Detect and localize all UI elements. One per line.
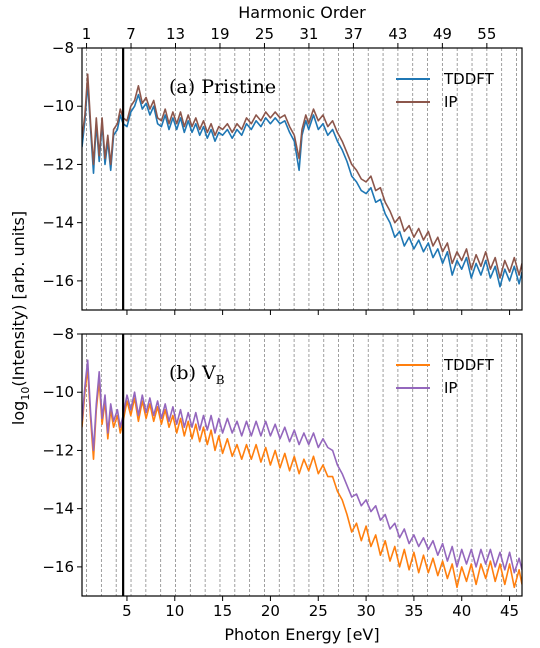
legend-label: TDDFT xyxy=(443,356,495,374)
panel-frame xyxy=(81,333,523,597)
series-line-tddft xyxy=(82,82,522,288)
series-line-tddft xyxy=(82,368,522,589)
top-tick-label: 25 xyxy=(255,25,274,43)
panel-frame xyxy=(81,47,523,311)
y-tick-label: −8 xyxy=(52,325,74,343)
panel-label: (a) Pristine xyxy=(169,76,276,98)
x-tick-label: 30 xyxy=(357,602,376,620)
series-line-ip xyxy=(82,359,522,574)
x-tick-label: 35 xyxy=(404,602,423,620)
bottom-axis-ticks: 5 10 15 20 25 30 35 40 45 xyxy=(122,602,519,620)
panel-label-sub: B xyxy=(216,373,225,387)
y-tick-label: −14 xyxy=(42,500,74,518)
x-tick-label: 15 xyxy=(213,602,232,620)
x-tick-label: 20 xyxy=(261,602,280,620)
top-tick-label: 43 xyxy=(388,25,407,43)
top-tick-label: 55 xyxy=(477,25,496,43)
top-tick-label: 49 xyxy=(433,25,452,43)
y-tick-label: −16 xyxy=(42,272,74,290)
y-axis-title-base: 10 xyxy=(19,387,32,401)
top-axis-ticks: 1 7 13 19 25 31 37 43 49 55 xyxy=(82,25,496,48)
y-tick-label: −12 xyxy=(42,155,74,173)
top-tick-label: 13 xyxy=(166,25,185,43)
y-tick-label: −12 xyxy=(42,441,74,459)
top-tick-label: 37 xyxy=(344,25,363,43)
series-group xyxy=(82,359,522,589)
y-tick-label: −8 xyxy=(52,39,74,57)
x-tick-label: 25 xyxy=(309,602,328,620)
series-group xyxy=(82,73,522,288)
top-tick-label: 7 xyxy=(126,25,136,43)
panel-label-main: (b) V xyxy=(169,362,216,384)
legend-label: IP xyxy=(444,379,457,397)
y-tick-label: −10 xyxy=(42,97,74,115)
panel-label-main: (a) Pristine xyxy=(169,76,276,98)
x-axis-title: Photon Energy [eV] xyxy=(224,625,379,644)
y-axis-title-log: log xyxy=(9,401,28,425)
panel-b: −8 −10 −12 −14 −16 (b) VB TDDFT IP xyxy=(42,325,523,601)
series-line-ip xyxy=(82,73,522,279)
x-tick-label: 45 xyxy=(500,602,519,620)
y-tick-label: −10 xyxy=(42,383,74,401)
x-tick-label: 10 xyxy=(165,602,184,620)
legend-label: TDDFT xyxy=(443,70,495,88)
y-axis-title: log10(Intensity) [arb. units] xyxy=(9,211,32,425)
x-tick-label: 5 xyxy=(122,602,132,620)
legend-label: IP xyxy=(444,93,457,111)
panel-label: (b) VB xyxy=(169,362,225,387)
x-tick-label: 40 xyxy=(452,602,471,620)
top-tick-label: 31 xyxy=(299,25,318,43)
y-tick-label: −16 xyxy=(42,558,74,576)
top-axis-title: Harmonic Order xyxy=(238,3,366,22)
y-axis-title-rest: (Intensity) [arb. units] xyxy=(9,211,28,387)
top-tick-label: 19 xyxy=(210,25,229,43)
y-tick-label: −14 xyxy=(42,214,74,232)
panel-a: −8 −10 −12 −14 −16 (a) Pristine TDDFT IP xyxy=(42,39,523,315)
top-tick-label: 1 xyxy=(82,25,92,43)
